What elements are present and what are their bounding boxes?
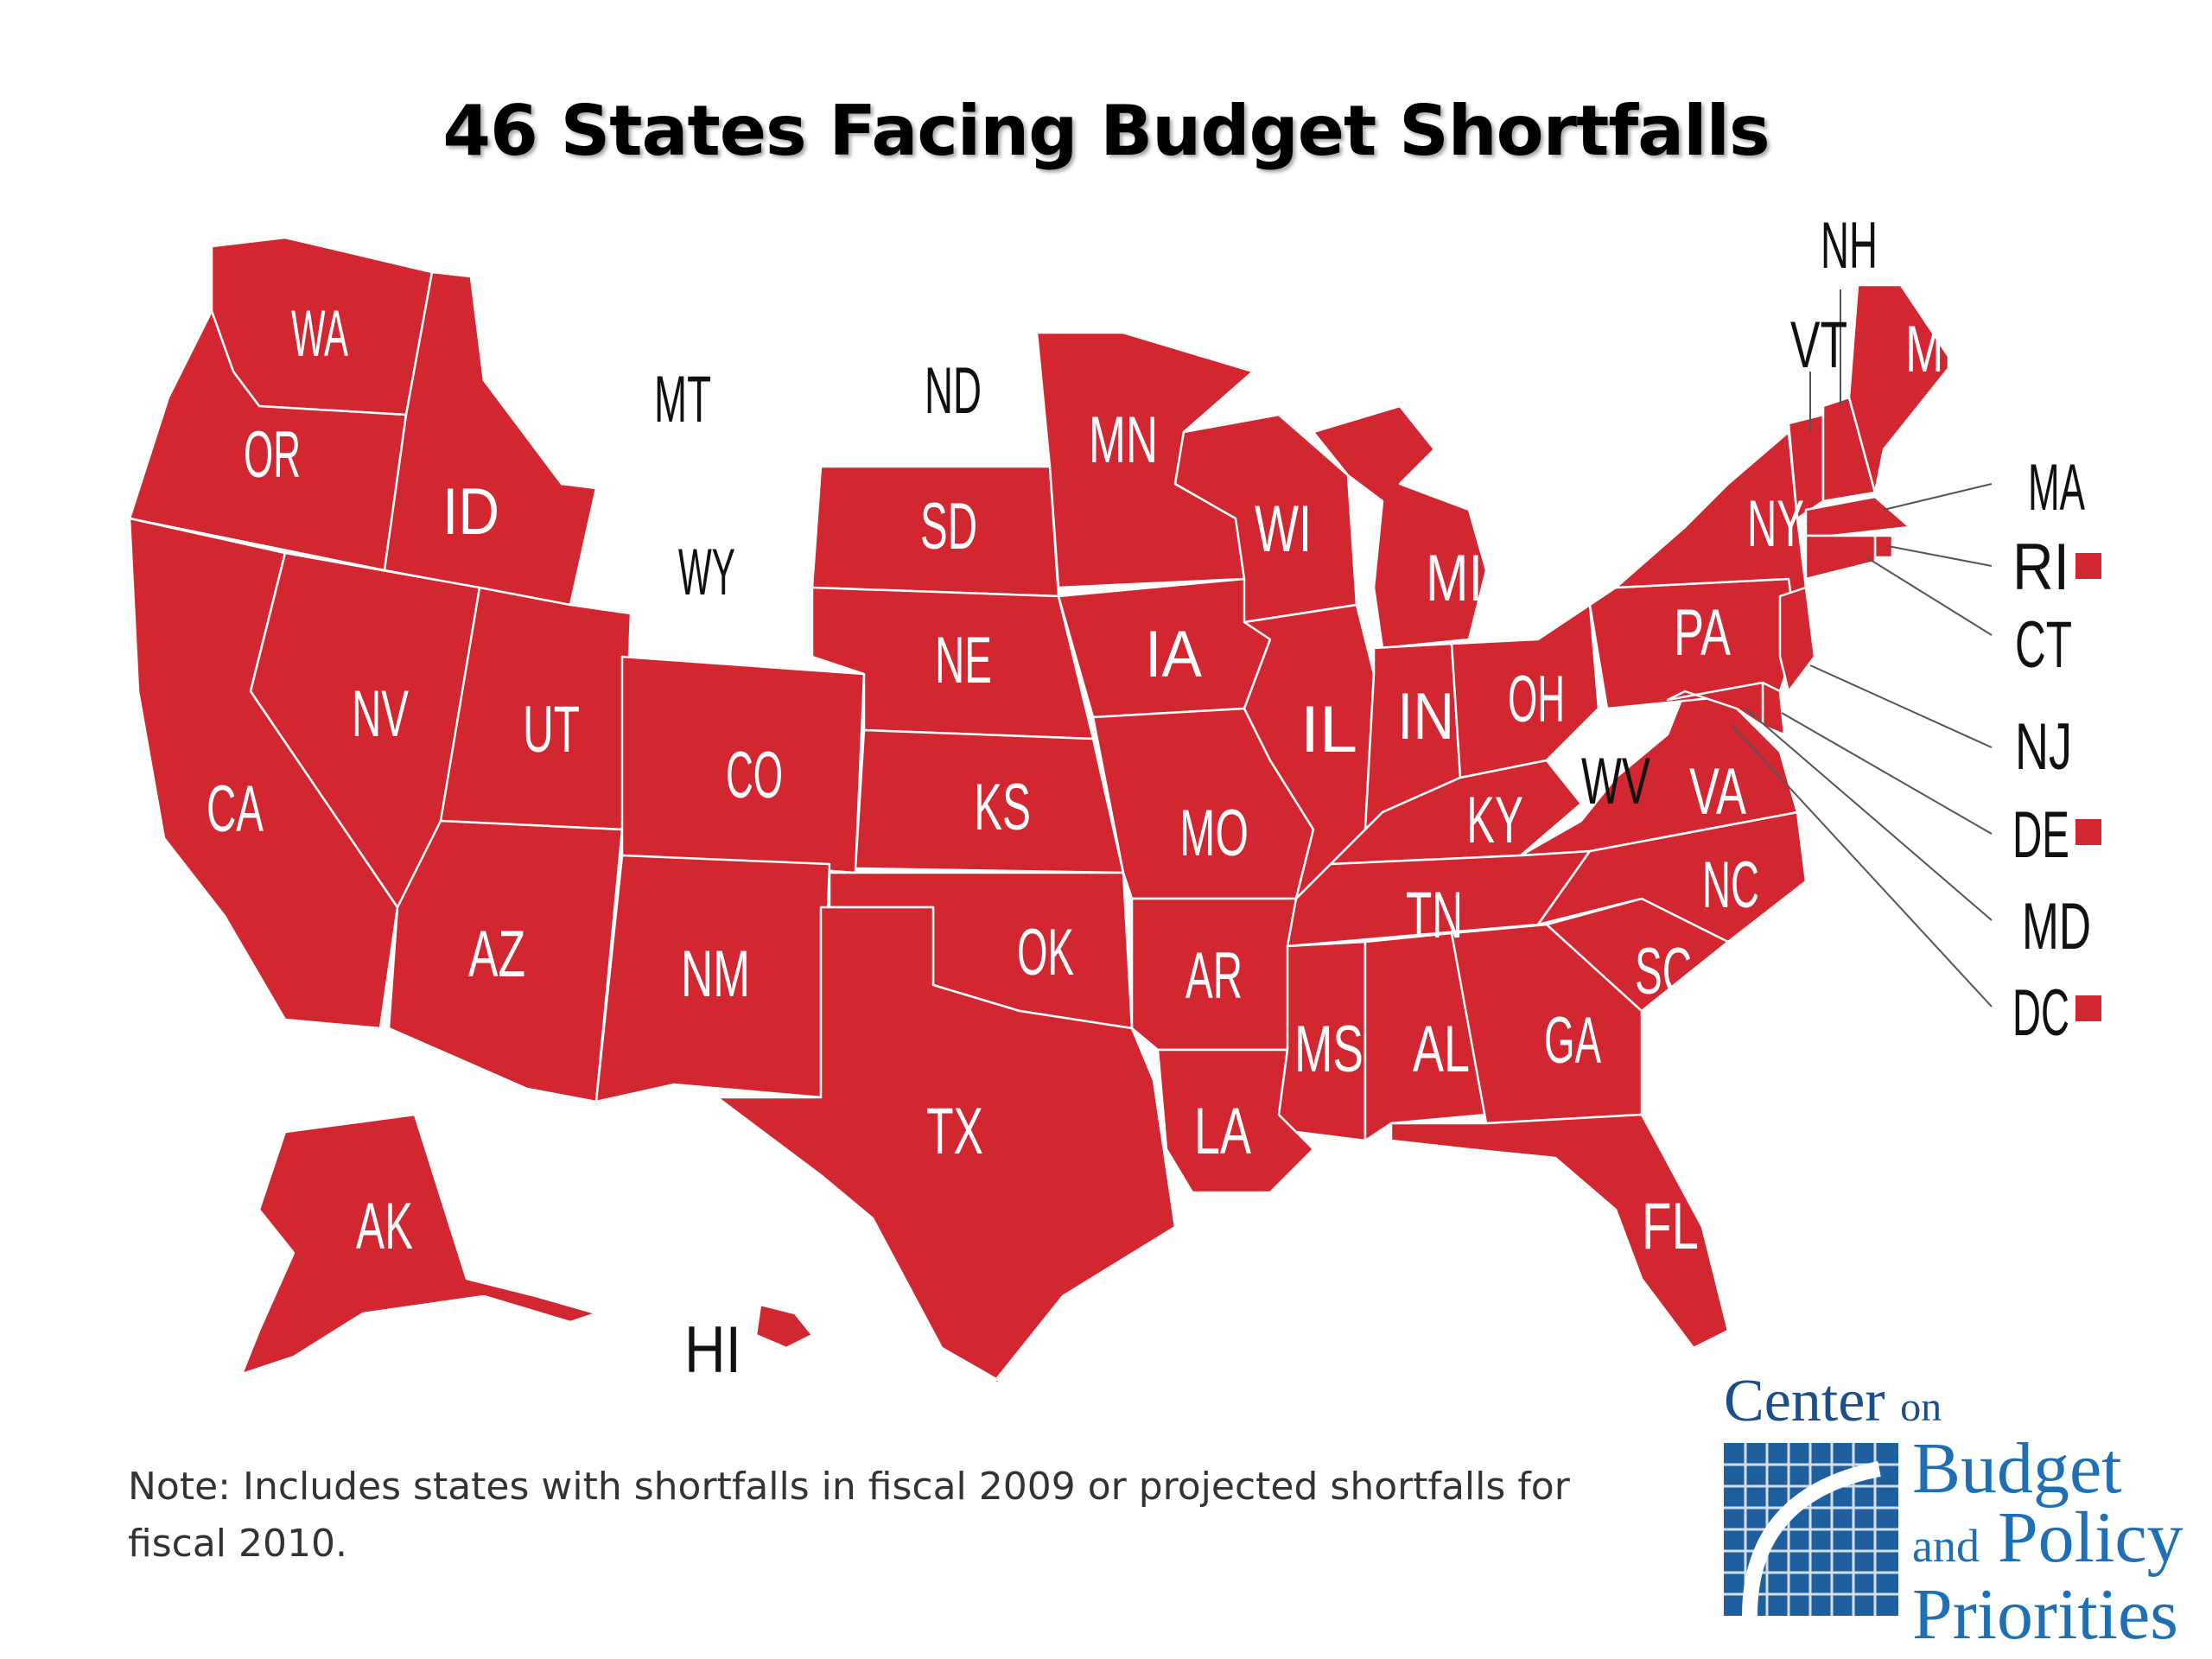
state-label-MD: MD <box>2022 890 2091 963</box>
state-label-CO: CO <box>726 739 783 812</box>
state-label-MS: MS <box>1294 1013 1363 1086</box>
state-label-PA: PA <box>1674 596 1731 670</box>
state-label-TN: TN <box>1406 879 1463 952</box>
state-label-AZ: AZ <box>468 918 525 991</box>
state-label-NJ: NJ <box>2015 710 2072 784</box>
state-label-CT: CT <box>2015 608 2072 682</box>
state-label-WA: WA <box>291 297 348 371</box>
callout-lines <box>1732 289 1993 1007</box>
state-label-NC: NC <box>1702 849 1759 922</box>
state-AL <box>1363 931 1488 1142</box>
state-label-WV: WV <box>1581 745 1650 818</box>
state-label-RI: RI <box>2012 531 2069 604</box>
state-label-MN: MN <box>1089 404 1158 477</box>
logo-line-1: Center on <box>1724 1368 1942 1434</box>
legend-square-DC <box>2075 995 2101 1021</box>
state-label-LA: LA <box>1194 1095 1251 1168</box>
state-label-NH: NH <box>1821 209 1878 283</box>
state-label-OR: OR <box>244 418 301 492</box>
callout-line-DC <box>1732 725 1993 1007</box>
state-label-NY: NY <box>1747 487 1804 561</box>
state-label-DC: DC <box>2012 976 2069 1050</box>
map-title: 46 States Facing Budget Shortfalls <box>442 91 1770 171</box>
state-HI <box>754 1303 814 1350</box>
legend-square-RI <box>2075 553 2101 579</box>
state-label-MO: MO <box>1179 797 1249 870</box>
state-label-ME: ME <box>1905 313 1974 386</box>
state-NJ <box>1778 586 1816 693</box>
state-CT <box>1804 534 1877 581</box>
callout-line-RI <box>1887 545 1993 567</box>
state-label-AL: AL <box>1413 1013 1470 1086</box>
logo-line-2-4: Budget and Policy Priorities <box>1912 1428 2183 1655</box>
state-AK <box>240 1113 598 1376</box>
state-label-IL: IL <box>1300 693 1357 766</box>
callout-line-MD <box>1745 708 1993 921</box>
state-label-NE: NE <box>935 624 992 697</box>
state-label-HI: HI <box>684 1313 741 1387</box>
state-label-FL: FL <box>1642 1190 1699 1263</box>
state-label-WY: WY <box>678 536 735 609</box>
state-label-KS: KS <box>974 771 1031 844</box>
state-label-NV: NV <box>352 677 409 751</box>
state-label-CA: CA <box>207 772 264 846</box>
state-label-IA: IA <box>1145 618 1202 691</box>
state-label-IN: IN <box>1397 680 1454 753</box>
state-label-AR: AR <box>1185 939 1243 1013</box>
state-ME <box>1847 283 1955 494</box>
state-MA <box>1804 495 1911 537</box>
state-label-MI: MI <box>1426 542 1483 615</box>
state-label-ID: ID <box>442 475 499 549</box>
state-label-SD: SD <box>920 490 977 563</box>
state-NM <box>594 854 831 1103</box>
state-label-TX: TX <box>926 1095 983 1168</box>
cbpp-logo: Center on Budget and Policy Priorities <box>1724 1367 2208 1652</box>
state-label-OK: OK <box>1017 916 1074 989</box>
state-GA <box>1450 923 1643 1125</box>
state-MI <box>1312 404 1488 650</box>
state-label-ND: ND <box>925 354 982 428</box>
state-MD <box>1666 681 1764 728</box>
callout-line-MA <box>1883 483 1993 511</box>
state-label-DE: DE <box>2012 798 2069 872</box>
state-FL <box>1389 1113 1730 1350</box>
callout-line-CT <box>1866 556 1993 636</box>
state-TX <box>715 906 1177 1384</box>
state-label-UT: UT <box>523 693 580 766</box>
state-label-GA: GA <box>1544 1004 1601 1077</box>
state-label-AK: AK <box>356 1190 413 1263</box>
state-label-KY: KY <box>1466 784 1523 857</box>
state-label-OH: OH <box>1508 663 1565 736</box>
state-label-MT: MT <box>654 363 711 436</box>
callout-line-DE <box>1781 712 1993 835</box>
state-label-VT: VT <box>1790 308 1847 382</box>
state-label-MA: MA <box>2028 451 2085 524</box>
logo-grid-icon <box>1724 1443 1898 1616</box>
state-label-NM: NM <box>681 938 750 1011</box>
map-note: Note: Includes states with shortfalls in… <box>128 1465 1570 1566</box>
legend-square-DE <box>2075 819 2101 845</box>
callout-line-NJ <box>1809 664 1993 748</box>
state-label-VA: VA <box>1689 755 1746 829</box>
state-label-WI: WI <box>1255 493 1312 566</box>
state-label-SC: SC <box>1635 935 1692 1008</box>
